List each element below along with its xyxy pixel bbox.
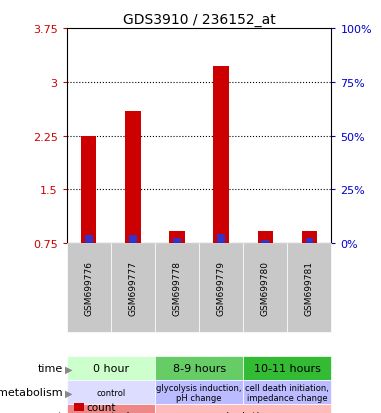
Bar: [302, 232, 317, 244]
Text: cell death initiation,
impedance change: cell death initiation, impedance change: [245, 383, 329, 402]
Bar: [173, 239, 181, 244]
Text: GSM699776: GSM699776: [84, 261, 93, 316]
Bar: [129, 235, 137, 244]
Text: GSM699778: GSM699778: [173, 261, 181, 316]
Text: ▶: ▶: [65, 387, 72, 397]
Text: 8-9 hours: 8-9 hours: [173, 363, 226, 373]
Text: count: count: [86, 402, 116, 412]
Text: time: time: [38, 363, 63, 373]
Text: GSM699779: GSM699779: [217, 261, 226, 316]
Text: ▶: ▶: [65, 363, 72, 373]
Text: control: control: [96, 388, 125, 397]
Text: glycolysis induction,
pH change: glycolysis induction, pH change: [156, 383, 242, 402]
Text: ▶: ▶: [65, 411, 72, 413]
Bar: [213, 67, 229, 244]
Text: metabolism: metabolism: [0, 387, 63, 397]
Bar: [81, 136, 96, 244]
Bar: [85, 235, 93, 244]
Text: 0 hour: 0 hour: [93, 363, 129, 373]
Bar: [261, 240, 269, 244]
Bar: [125, 111, 141, 244]
Text: control: control: [91, 411, 130, 413]
Text: agent: agent: [30, 411, 63, 413]
Text: GSM699777: GSM699777: [128, 261, 138, 316]
Bar: [258, 232, 273, 244]
Text: cisplatin: cisplatin: [220, 411, 267, 413]
Title: GDS3910 / 236152_at: GDS3910 / 236152_at: [123, 12, 275, 26]
Bar: [217, 234, 225, 244]
Bar: [169, 232, 185, 244]
Text: GSM699781: GSM699781: [305, 261, 314, 316]
Text: 10-11 hours: 10-11 hours: [254, 363, 321, 373]
Text: GSM699780: GSM699780: [261, 261, 270, 316]
Bar: [306, 238, 313, 244]
